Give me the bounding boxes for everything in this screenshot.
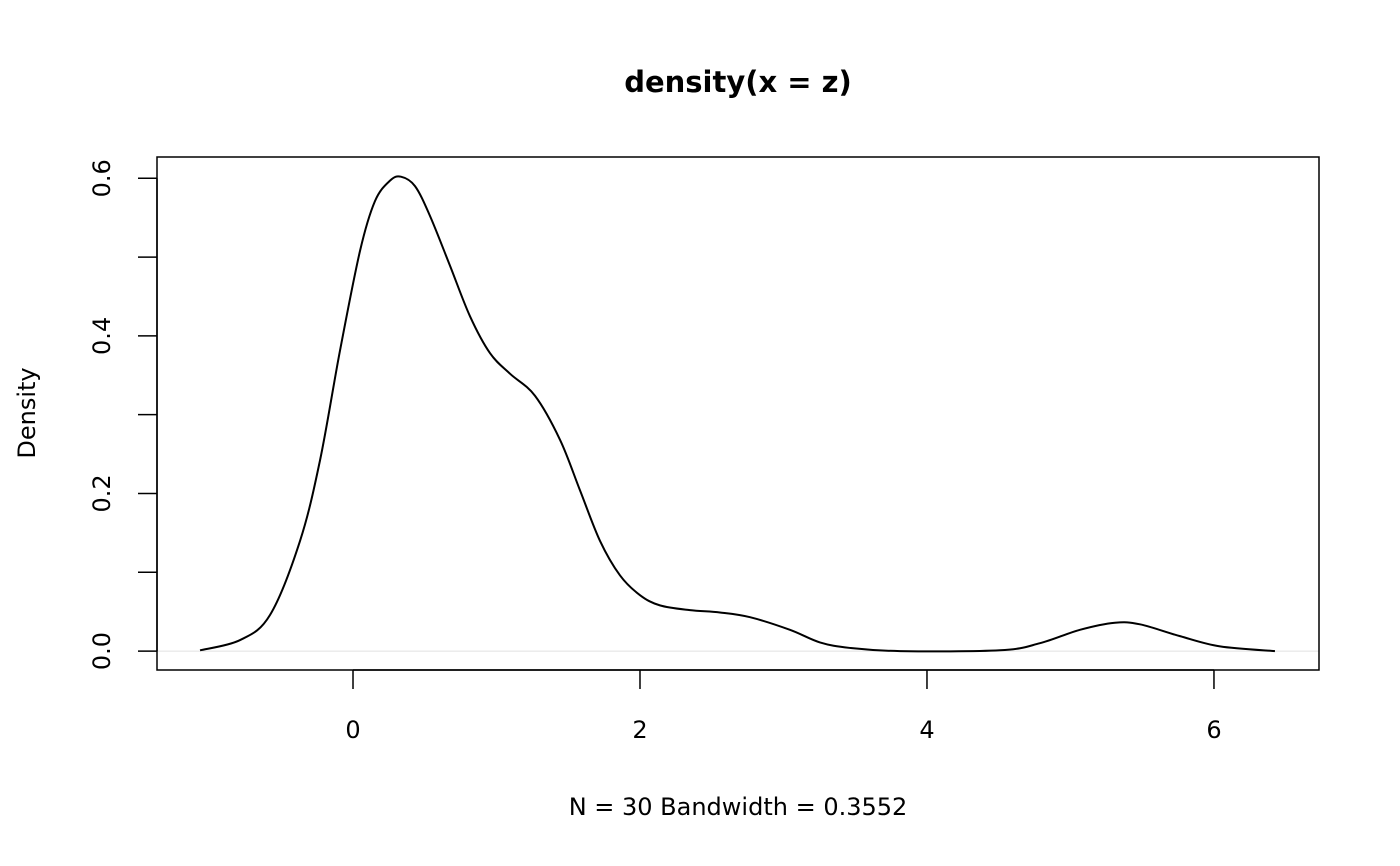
y-axis: 0.0 0.2 0.4 0.6 — [88, 159, 158, 670]
x-axis-label: N = 30 Bandwidth = 0.3552 — [569, 793, 908, 821]
x-tick-label: 4 — [919, 716, 934, 744]
y-tick-label: 0.6 — [88, 159, 116, 197]
x-axis: 0 2 4 6 — [345, 669, 1222, 744]
y-axis-label: Density — [13, 367, 41, 458]
x-tick-label: 6 — [1206, 716, 1221, 744]
plot-box — [156, 156, 1320, 671]
x-tick-label: 0 — [345, 716, 360, 744]
y-tick-label: 0.0 — [88, 632, 116, 670]
chart-title: density(x = z) — [624, 65, 852, 99]
x-tick-label: 2 — [632, 716, 647, 744]
y-tick-label: 0.2 — [88, 474, 116, 512]
y-tick-label: 0.4 — [88, 317, 116, 355]
density-curve — [199, 175, 1276, 653]
